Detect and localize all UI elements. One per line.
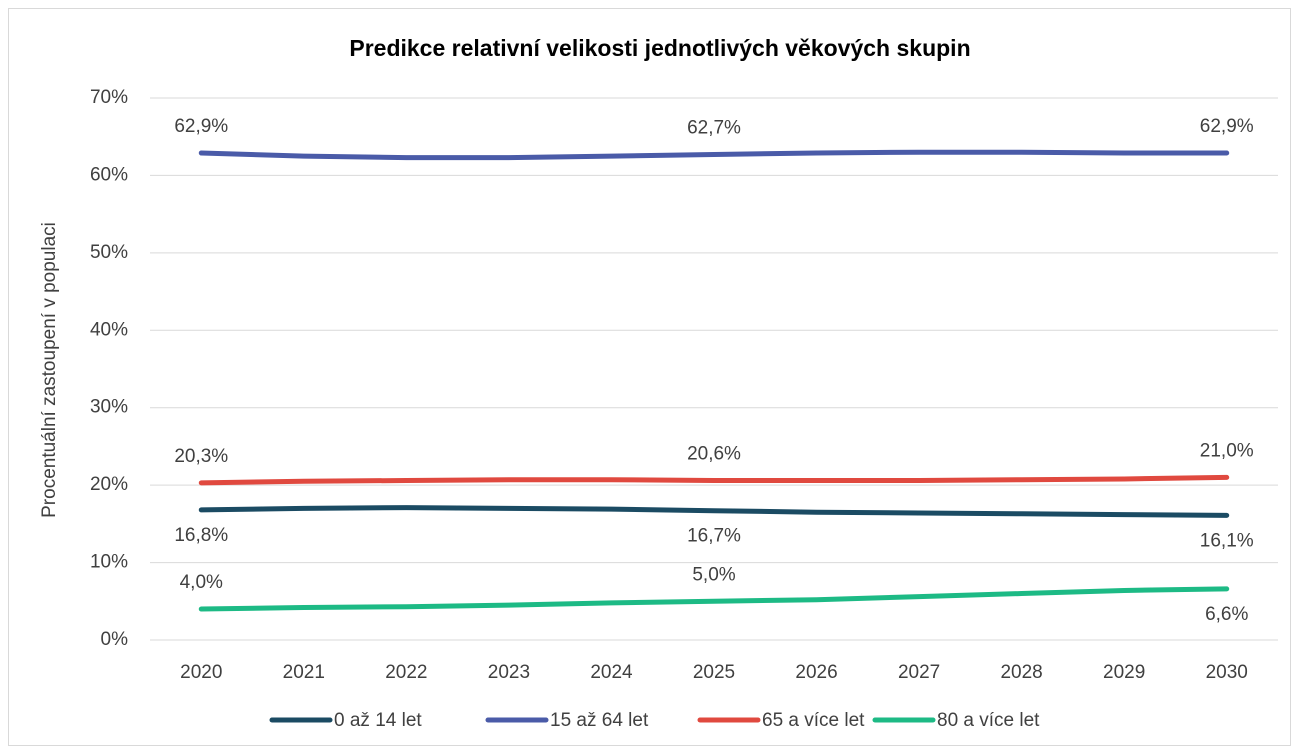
data-label: 62,9% <box>1200 116 1254 137</box>
x-tick-label: 2023 <box>488 662 530 683</box>
x-tick-label: 2027 <box>898 662 940 683</box>
data-label: 16,8% <box>174 525 228 546</box>
y-tick-label: 50% <box>90 242 128 263</box>
data-label: 20,6% <box>687 444 741 465</box>
y-tick-label: 40% <box>90 319 128 340</box>
data-label: 5,0% <box>692 564 735 585</box>
series-line <box>198 586 1230 612</box>
x-tick-label: 2026 <box>795 662 837 683</box>
data-label: 62,7% <box>687 118 741 139</box>
series-line <box>198 505 1230 518</box>
data-label: 62,9% <box>174 116 228 137</box>
x-tick-label: 2024 <box>590 662 633 683</box>
y-tick-label: 60% <box>90 164 128 185</box>
y-tick-label: 0% <box>101 629 129 650</box>
legend-label: 0 až 14 let <box>334 710 422 731</box>
x-tick-label: 2021 <box>283 662 325 683</box>
y-tick-label: 20% <box>90 474 128 495</box>
data-label: 4,0% <box>180 572 223 593</box>
x-tick-label: 2028 <box>1000 662 1042 683</box>
legend-label: 65 a více let <box>762 710 865 731</box>
data-label: 6,6% <box>1205 604 1248 625</box>
x-tick-label: 2020 <box>180 662 222 683</box>
data-label: 20,3% <box>174 446 228 467</box>
legend-label: 15 až 64 let <box>550 710 649 731</box>
x-tick-label: 2022 <box>385 662 427 683</box>
chart-title: Predikce relativní velikosti jednotlivýc… <box>349 35 970 61</box>
y-axis-title: Procentuální zastoupení v populaci <box>39 222 60 518</box>
series-line <box>198 149 1230 161</box>
x-tick-label: 2029 <box>1103 662 1145 683</box>
y-tick-label: 10% <box>90 552 128 573</box>
series-line <box>198 474 1230 486</box>
data-label: 16,7% <box>687 526 741 547</box>
data-label: 21,0% <box>1200 440 1254 461</box>
x-tick-label: 2025 <box>693 662 735 683</box>
chart-border <box>8 8 1291 746</box>
data-label: 16,1% <box>1200 530 1254 551</box>
legend-label: 80 a více let <box>937 710 1040 731</box>
x-tick-label: 2030 <box>1206 662 1248 683</box>
y-tick-label: 70% <box>90 87 128 108</box>
y-tick-label: 30% <box>90 397 128 418</box>
